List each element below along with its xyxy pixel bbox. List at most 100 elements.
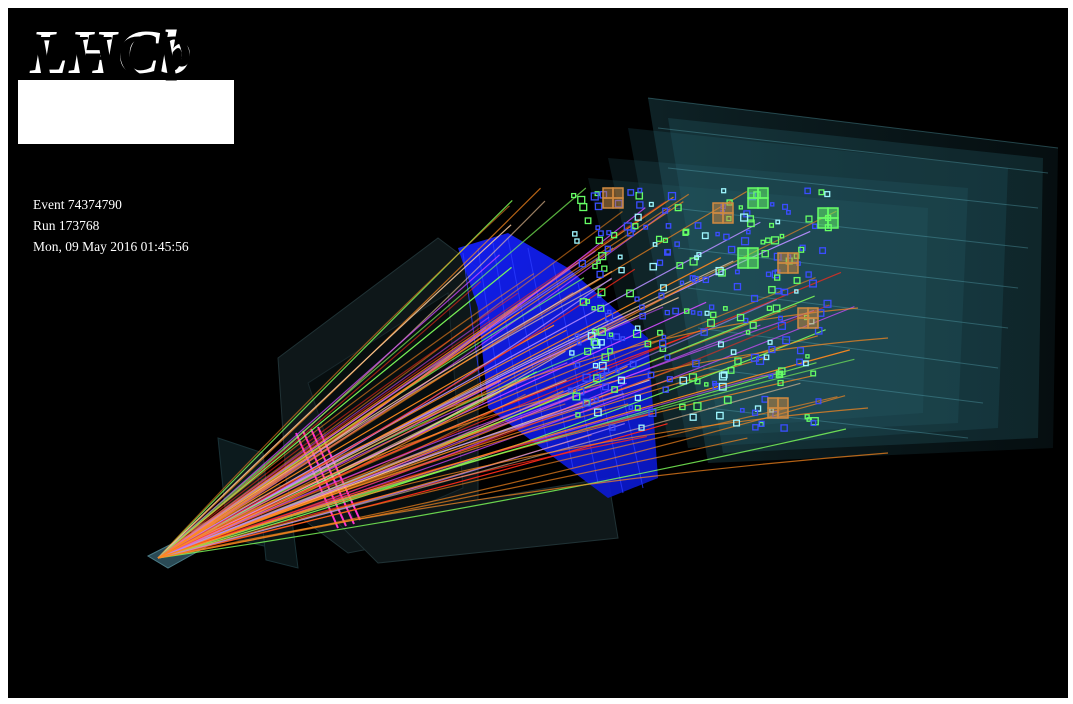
hit-cell — [715, 231, 720, 237]
hit-cell — [667, 191, 677, 201]
hit-cell — [718, 382, 727, 391]
hit-cell — [599, 373, 606, 380]
calorimeter-cluster-cell — [602, 197, 614, 209]
calorimeter-cluster-cell — [602, 187, 614, 199]
hit-cell — [617, 376, 626, 384]
hit-cell — [579, 298, 588, 306]
hit-cell — [652, 242, 658, 247]
calorimeter-cluster-cell — [767, 397, 779, 409]
hit-cell — [664, 309, 670, 316]
calorimeter-cluster-cell — [817, 207, 829, 219]
logo-text: LHCb — [30, 19, 193, 87]
hit-cell — [596, 259, 601, 264]
hit-cell — [659, 340, 667, 348]
hit-cell — [582, 398, 591, 407]
hit-cell — [805, 354, 810, 359]
hit-cell — [727, 245, 736, 254]
calorimeter-cluster-cell — [777, 397, 789, 409]
hit-cell — [649, 262, 658, 271]
hit-cell — [777, 371, 783, 377]
calorimeter-cluster-cell — [747, 257, 759, 269]
hit-cell — [812, 223, 818, 230]
track — [157, 211, 623, 559]
hit-cell — [689, 275, 696, 282]
track — [157, 307, 859, 559]
hit-cell — [639, 304, 645, 311]
calorimeter-cluster-cell — [777, 252, 789, 264]
hit-cell — [697, 310, 703, 316]
calorimeter-cluster-cell — [777, 262, 789, 274]
hit-cell — [718, 372, 728, 381]
track — [157, 277, 816, 559]
hit-cell — [571, 192, 577, 199]
track — [157, 337, 889, 559]
hit-cell — [775, 370, 784, 379]
hit-cell — [805, 215, 813, 223]
calorimeter-cluster-cell — [807, 317, 819, 329]
hit-cell — [647, 371, 655, 379]
track — [157, 268, 636, 559]
hit-cell — [604, 312, 614, 322]
hit-cell — [763, 354, 770, 361]
hit-cell — [666, 376, 673, 383]
hit-cell — [591, 306, 596, 311]
hit-cell — [574, 333, 580, 339]
hit-cell — [672, 307, 680, 315]
calorimeter-cluster-cell — [737, 257, 749, 269]
hit-cell — [597, 288, 606, 297]
hit-cell — [634, 213, 642, 221]
track — [157, 205, 510, 559]
track — [157, 230, 811, 559]
hit-cell — [769, 222, 775, 228]
hit-cell — [701, 232, 709, 240]
hit-cell — [794, 289, 799, 294]
hit-cell — [690, 310, 696, 315]
hit-cell — [752, 424, 759, 431]
calorimeter-cluster-cell — [612, 197, 624, 209]
track — [157, 250, 596, 559]
hit-cell — [643, 224, 649, 230]
hit-cell — [594, 202, 603, 211]
hit-cell — [574, 362, 581, 368]
hit-cell — [617, 254, 623, 260]
hit-cell — [577, 195, 586, 205]
hit-cell — [768, 373, 774, 379]
hit-cell — [569, 350, 575, 356]
track — [157, 273, 535, 559]
hit-cell — [590, 192, 599, 201]
hit-cell — [592, 263, 598, 270]
calorimeter-cluster-cell — [612, 187, 624, 199]
hit-cell — [819, 247, 827, 255]
hit-cell — [782, 203, 789, 210]
hit-cell — [747, 219, 755, 228]
hit-cell — [723, 233, 730, 241]
hit-cell — [683, 308, 690, 314]
hit-cell — [766, 305, 773, 311]
hit-cell — [608, 332, 614, 337]
hit-cell — [749, 321, 757, 329]
hit-cell — [665, 223, 672, 229]
calorimeter-cluster-cell — [787, 262, 799, 274]
hit-cell — [574, 238, 580, 244]
hit-cell — [765, 271, 772, 278]
hit-cell — [593, 397, 599, 403]
hit-cell — [648, 408, 657, 417]
calorimeter-cluster-cell — [797, 317, 809, 329]
hit-cell — [634, 296, 640, 302]
hit-cell — [751, 409, 759, 416]
hit-cell — [567, 387, 573, 393]
hit-cell — [718, 268, 726, 277]
hit-cell — [733, 282, 742, 291]
hit-cell — [755, 356, 765, 365]
hit-cell — [623, 222, 632, 231]
calorimeter-cluster-cell — [747, 187, 759, 199]
track — [157, 362, 817, 559]
hit-cell — [745, 330, 751, 335]
hit-cell — [774, 274, 781, 281]
hit-cell — [618, 266, 625, 274]
hit-cell — [805, 271, 812, 278]
hit-cell — [777, 379, 784, 387]
hit-cell — [597, 230, 604, 237]
hit-cell — [611, 386, 618, 393]
hit-cell — [758, 420, 765, 427]
